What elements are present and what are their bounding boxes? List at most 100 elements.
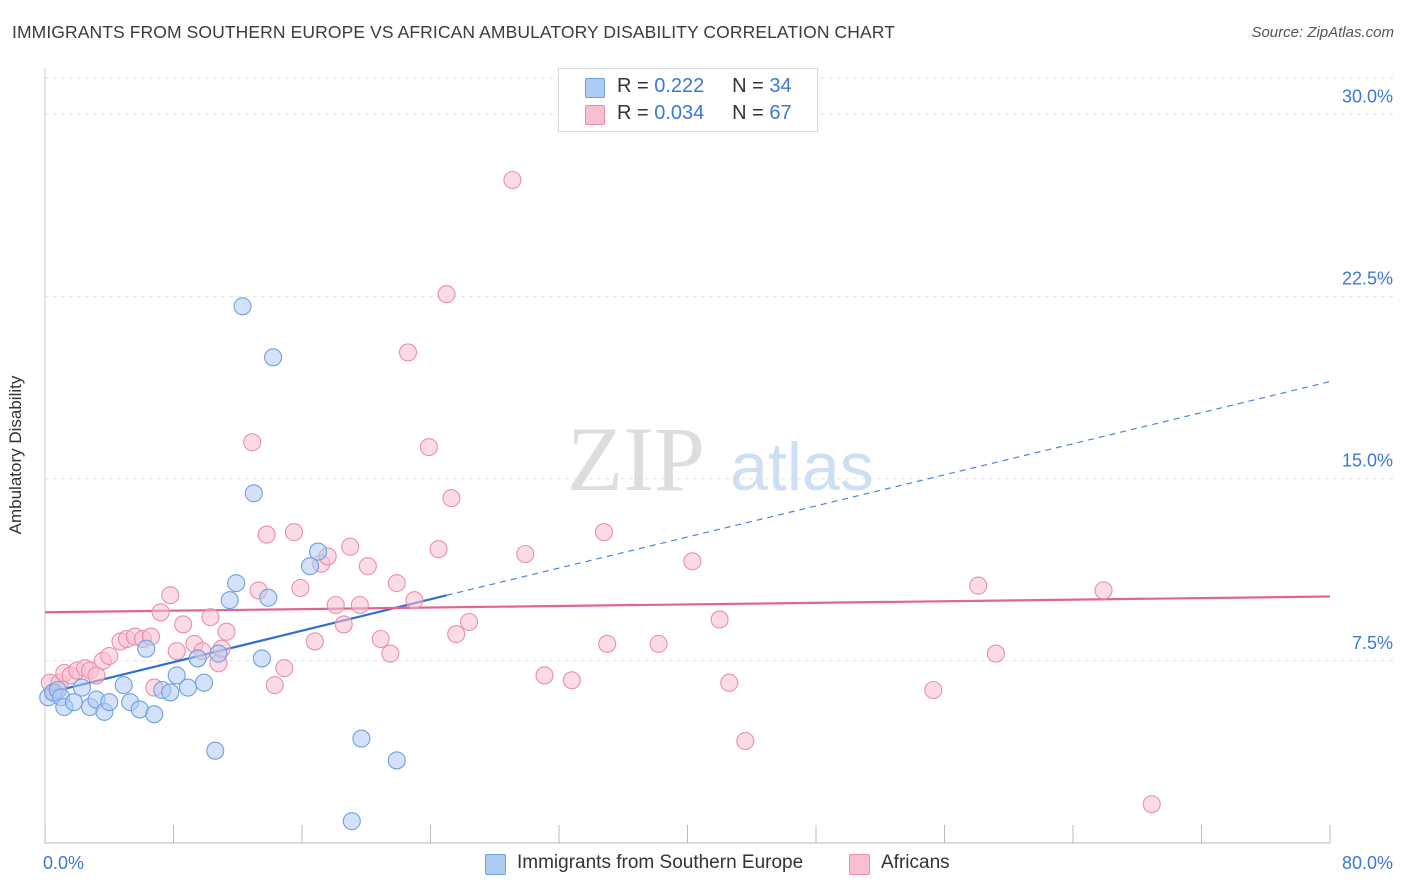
data-point-africans [265, 676, 284, 695]
trend-lines [44, 380, 1331, 694]
data-point-africans [257, 525, 276, 544]
data-point-southern-europe [188, 649, 207, 668]
data-point-africans [683, 552, 702, 571]
y-tick-label: 7.5% [1352, 633, 1393, 653]
data-point-southern-europe [209, 644, 228, 663]
data-point-southern-europe [178, 678, 198, 697]
data-point-africans [1094, 581, 1113, 600]
r-label: R = [617, 75, 649, 97]
legend-swatch-pink [585, 105, 605, 125]
data-point-africans [986, 644, 1005, 663]
data-point-africans [217, 622, 236, 641]
data-point-africans [405, 591, 424, 610]
data-point-southern-europe [342, 812, 361, 831]
trend-line-southern-europe [49, 594, 447, 694]
data-point-africans [275, 659, 294, 678]
watermark-atlas: atlas [730, 429, 874, 505]
series-africans [40, 170, 1161, 814]
data-point-southern-europe [244, 484, 263, 503]
data-point-africans [381, 644, 400, 663]
data-point-southern-europe [387, 751, 406, 770]
data-point-africans [243, 433, 262, 452]
data-point-africans [1142, 795, 1161, 814]
tick-labels: 7.5% 15.0% 22.5% 30.0% 0.0% 80.0% [43, 86, 1393, 873]
data-point-africans [924, 680, 943, 700]
y-axis-label: Ambulatory Disability [6, 375, 25, 535]
data-point-africans [100, 646, 119, 666]
legend-swatch-pink [849, 854, 870, 875]
data-point-africans [371, 629, 390, 649]
trend-line-southern-europe-extrapolated [446, 380, 1331, 596]
data-point-africans [167, 642, 186, 661]
watermark-zip: ZIP [567, 408, 705, 510]
legend-swatch-blue [585, 78, 605, 98]
data-point-africans [326, 595, 345, 615]
legend-item-africans: Africans [849, 852, 969, 876]
data-point-southern-europe [264, 348, 283, 367]
r-value: 0.034 [654, 102, 705, 124]
gridlines [45, 77, 1395, 662]
data-point-africans [562, 671, 581, 690]
data-point-southern-europe [220, 591, 239, 610]
series-southern-europe [39, 297, 406, 831]
data-point-southern-europe [227, 574, 246, 593]
y-tick-label: 30.0% [1342, 86, 1393, 106]
data-point-africans [437, 285, 456, 304]
n-value: 67 [769, 102, 792, 124]
data-point-africans [419, 438, 438, 457]
data-point-southern-europe [206, 741, 225, 760]
data-point-southern-europe [252, 649, 271, 668]
data-point-africans [736, 731, 755, 751]
data-point-africans [598, 634, 617, 653]
r-value: 0.222 [654, 75, 705, 97]
data-point-africans [284, 523, 304, 542]
r-label: R = [617, 102, 649, 124]
data-point-africans [151, 603, 170, 622]
data-point-southern-europe [167, 666, 186, 685]
data-point-africans [447, 625, 466, 644]
data-point-southern-europe [161, 683, 180, 702]
data-point-southern-europe [309, 542, 328, 561]
data-point-africans [358, 557, 377, 576]
trend-line-africans [44, 595, 1331, 614]
data-point-africans [291, 578, 310, 598]
data-point-africans [161, 586, 180, 605]
data-point-africans [341, 537, 360, 556]
data-point-southern-europe [137, 639, 156, 658]
data-point-southern-europe [300, 557, 320, 576]
x-tick-label: 0.0% [43, 853, 84, 873]
data-point-africans [387, 574, 406, 593]
n-label: N = [732, 102, 764, 124]
data-point-africans [710, 610, 729, 629]
legend-swatch-blue [485, 854, 506, 875]
axes [44, 68, 1331, 844]
data-point-southern-europe [114, 676, 133, 695]
data-point-africans [305, 632, 324, 651]
legend-item-southern-europe: Immigrants from Southern Europe [485, 852, 825, 876]
chart-title: IMMIGRANTS FROM SOUTHERN EUROPE VS AFRIC… [12, 22, 896, 42]
data-point-africans [201, 608, 220, 627]
data-point-africans [503, 170, 522, 190]
data-point-africans [350, 595, 369, 615]
data-point-southern-europe [194, 673, 214, 692]
legend-label: Immigrants from Southern Europe [517, 852, 804, 873]
data-point-africans [535, 666, 554, 685]
data-point-africans [174, 615, 193, 634]
data-point-southern-europe [233, 297, 252, 316]
source-credit: Source: ZipAtlas.com [1251, 24, 1394, 41]
data-point-africans [516, 544, 535, 564]
legend-label: Africans [881, 852, 950, 873]
data-point-africans [398, 343, 418, 362]
data-point-southern-europe [352, 729, 371, 748]
data-point-africans [969, 576, 988, 595]
data-point-africans [442, 489, 461, 508]
y-tick-label: 15.0% [1342, 451, 1393, 471]
y-tick-label: 22.5% [1342, 269, 1393, 289]
n-value: 34 [769, 75, 792, 97]
stats-legend: R = 0.222 N = 34 R = 0.034 N = 67 [558, 68, 818, 132]
data-point-southern-europe [100, 693, 119, 712]
data-point-africans [459, 612, 479, 632]
n-label: N = [732, 75, 764, 97]
data-point-africans [334, 615, 353, 634]
